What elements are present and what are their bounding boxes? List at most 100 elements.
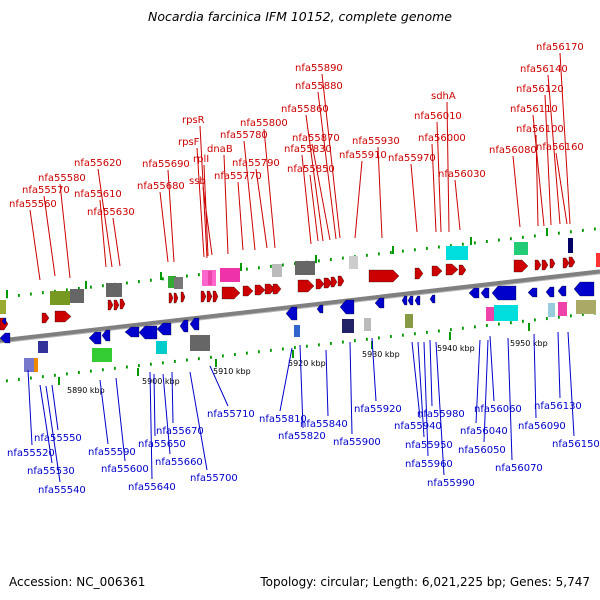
- leader-line: [435, 341, 445, 476]
- reverse-gene-arrow: [88, 331, 102, 345]
- reverse-gene-label: nfa55960: [405, 459, 453, 470]
- feature-box: [514, 242, 528, 255]
- forward-gene-arrow: [368, 269, 400, 283]
- feature-box: [548, 303, 555, 317]
- leader-line: [417, 341, 425, 438]
- forward-gene-label: nfa55630: [87, 207, 135, 218]
- leader-line: [59, 183, 71, 279]
- reverse-gene-label: nfa55920: [354, 404, 402, 415]
- outer-reverse-tick: [330, 341, 332, 345]
- forward-gene-label: nfa56030: [438, 169, 486, 180]
- forward-gene-arrow: [431, 265, 443, 277]
- outer-reverse-tick: [282, 347, 284, 351]
- outer-forward-tick: [330, 257, 332, 261]
- feature-box: [576, 300, 596, 314]
- reverse-gene-label: nfa55980: [417, 409, 465, 420]
- topology-label: Topology: circular; Length: 6,021,225 bp…: [260, 575, 590, 589]
- forward-gene-label: nfa55560: [9, 199, 57, 210]
- outer-forward-tick: [570, 230, 572, 234]
- leader-line: [237, 181, 244, 251]
- outer-reverse-tick: [402, 333, 404, 337]
- forward-gene-arrow: [541, 259, 549, 271]
- reverse-gene-label: nfa56040: [460, 426, 508, 437]
- feature-box: [190, 335, 210, 351]
- outer-reverse-tick: [246, 351, 248, 355]
- outer-reverse-tick: [450, 328, 452, 332]
- forward-gene-label: nfa55570: [22, 185, 70, 196]
- reverse-gene-label: nfa55950: [405, 440, 453, 451]
- outer-forward-tick: [366, 253, 368, 257]
- major-tick-forward: [6, 290, 8, 298]
- leader-line: [544, 94, 552, 226]
- reverse-gene-label: nfa55530: [27, 466, 75, 477]
- reverse-gene-label: nfa56060: [474, 404, 522, 415]
- forward-gene-label: nfa55680: [137, 181, 185, 192]
- reverse-gene-arrow: [407, 295, 414, 306]
- leader-line: [159, 191, 169, 263]
- feature-box: [568, 238, 573, 253]
- leader-line: [51, 384, 59, 431]
- forward-gene-label: rpsF: [178, 137, 200, 148]
- outer-forward-tick: [378, 252, 380, 256]
- outer-reverse-tick: [30, 376, 32, 380]
- feature-box: [486, 307, 494, 321]
- feature-box: [70, 289, 84, 303]
- outer-forward-tick: [342, 256, 344, 260]
- outer-reverse-tick: [474, 325, 476, 329]
- outer-forward-tick: [42, 291, 44, 295]
- reverse-gene-label: nfa55670: [156, 426, 204, 437]
- outer-reverse-tick: [42, 375, 44, 379]
- outer-forward-tick: [558, 231, 560, 235]
- forward-gene-arrow: [297, 279, 315, 293]
- outer-forward-tick: [498, 238, 500, 242]
- forward-gene-label: nfa56010: [414, 111, 462, 122]
- reverse-gene-arrow: [1, 317, 7, 325]
- leader-line: [299, 344, 304, 429]
- leader-line: [555, 152, 568, 225]
- leader-line: [263, 128, 276, 249]
- leader-line: [43, 195, 56, 277]
- outer-reverse-tick: [498, 322, 500, 326]
- map-title: Nocardia farcinica IFM 10152, complete g…: [148, 9, 452, 24]
- outer-reverse-tick: [78, 371, 80, 375]
- outer-forward-tick: [162, 277, 164, 281]
- leader-line: [45, 385, 61, 483]
- reverse-gene-arrow: [545, 286, 555, 298]
- forward-gene-arrow: [41, 312, 50, 324]
- forward-gene-arrow: [168, 292, 174, 304]
- outer-reverse-tick: [186, 358, 188, 362]
- leader-line: [533, 333, 537, 419]
- leader-line: [446, 101, 450, 233]
- outer-reverse-tick: [270, 348, 272, 352]
- forward-gene-arrow: [242, 285, 254, 297]
- outer-reverse-tick: [582, 312, 584, 316]
- feature-box: [38, 341, 48, 353]
- feature-box: [220, 268, 240, 282]
- outer-forward-tick: [390, 251, 392, 255]
- reverse-gene-arrow: [429, 294, 436, 304]
- forward-gene-label: nfa55790: [232, 158, 280, 169]
- feature-box: [208, 271, 212, 285]
- major-tick-forward: [85, 281, 87, 289]
- feature-box: [34, 358, 38, 372]
- forward-gene-arrow: [221, 286, 241, 300]
- outer-reverse-tick: [234, 353, 236, 357]
- leader-line: [317, 91, 337, 240]
- feature-box: [294, 325, 300, 337]
- outer-reverse-tick: [198, 357, 200, 361]
- forward-gene-arrow: [173, 292, 179, 304]
- leader-line: [209, 365, 229, 407]
- leader-line: [99, 199, 107, 268]
- reverse-gene-arrow: [557, 285, 567, 297]
- feature-box: [295, 261, 315, 275]
- outer-forward-tick: [102, 284, 104, 288]
- forward-gene-arrow: [315, 278, 325, 290]
- outer-reverse-tick: [150, 362, 152, 366]
- reverse-gene-arrow: [138, 325, 158, 340]
- reverse-gene-label: nfa55520: [7, 448, 55, 459]
- leader-line: [321, 73, 341, 239]
- reverse-gene-label: nfa55600: [101, 464, 149, 475]
- feature-box: [558, 302, 567, 316]
- reverse-gene-arrow: [285, 306, 298, 321]
- outer-reverse-tick: [438, 329, 440, 333]
